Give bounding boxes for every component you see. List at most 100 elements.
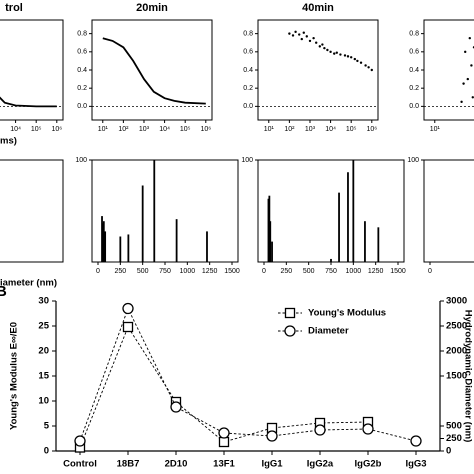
legend-marker: [284, 325, 296, 337]
y-tick-label: 10: [38, 396, 49, 407]
data-point: [339, 53, 342, 56]
y-tick-label: 0.6: [409, 49, 419, 56]
y-tick-label: 100: [407, 157, 419, 164]
bar: [119, 236, 122, 262]
x-tick-label: 10³: [139, 126, 150, 133]
data-point: [362, 423, 374, 435]
y2-tick-label: 0: [446, 446, 451, 457]
panel-title: 40min: [302, 2, 334, 14]
y-tick-label: 100: [241, 157, 253, 164]
legend-marker: [284, 307, 296, 319]
x-tick-label: 1500: [390, 268, 406, 275]
x-tick-label: 10⁴: [159, 126, 170, 133]
y-tick-label: 0.4: [77, 67, 87, 74]
x-tick-label: 10²: [284, 126, 295, 133]
bar: [347, 172, 349, 262]
plot-frame: [0, 19, 64, 121]
data-point: [170, 401, 182, 413]
y-tick-label: 0.0: [77, 103, 87, 110]
data-point: [466, 77, 469, 81]
data-point: [462, 82, 465, 85]
data-point: [300, 37, 303, 41]
y2-tick-label: 250: [446, 433, 462, 444]
x-tick-label: 10³: [305, 126, 316, 133]
bar: [153, 160, 156, 262]
bar: [269, 221, 272, 262]
x-tick-label: 10¹: [430, 126, 441, 133]
bar: [352, 160, 355, 262]
x-axis-label: iameter (nm): [0, 278, 57, 289]
data-point: [353, 57, 357, 61]
data-point: [356, 59, 359, 63]
data-point: [464, 50, 467, 54]
data-point: [314, 41, 318, 44]
x-tick-label: 0: [96, 268, 100, 275]
x-tick-label: 2D10: [165, 459, 188, 470]
x-tick-label: 1250: [202, 268, 218, 275]
x-tick-label: 250: [114, 268, 126, 275]
plot-frame: [423, 19, 474, 121]
x-tick-label: 1500: [224, 268, 240, 275]
data-point: [346, 55, 350, 58]
data-point: [370, 68, 373, 72]
series-line: [79, 307, 417, 442]
data-point: [468, 36, 471, 40]
data-point: [294, 30, 297, 34]
data-point: [288, 32, 291, 35]
data-point: [122, 302, 134, 315]
data-point: [329, 50, 332, 54]
data-point: [323, 46, 326, 50]
x-tick-label: IgG1: [261, 459, 283, 470]
data-point: [471, 96, 474, 99]
y2-axis-label: Hydrodynamic Diameter (nm): [462, 310, 473, 443]
x-tick-label: 10⁶: [51, 126, 62, 133]
data-point: [470, 64, 473, 67]
x-tick-label: 1000: [180, 268, 196, 275]
data-point: [302, 31, 305, 34]
plot-frame: [423, 159, 474, 263]
bar: [330, 258, 332, 262]
x-tick-label: 1000: [346, 268, 362, 275]
bar: [338, 192, 340, 262]
data-point: [305, 35, 308, 38]
data-line: [102, 37, 206, 105]
legend-label: Young's Modulus: [308, 308, 386, 319]
y-tick-label: 0.0: [243, 103, 253, 110]
x-tick-label: 750: [159, 268, 171, 275]
y-tick-label: 15: [38, 371, 49, 382]
x-tick-label: 500: [137, 268, 149, 275]
bar: [127, 234, 130, 262]
data-point: [367, 66, 370, 69]
data-point: [308, 39, 312, 43]
legend-label: Diameter: [308, 326, 349, 337]
bar: [271, 241, 273, 262]
x-tick-label: 0: [428, 268, 432, 275]
x-tick-label: 0: [262, 268, 266, 275]
panel-label: B: [0, 283, 7, 300]
y-tick-label: 0.2: [409, 85, 419, 92]
data-point: [321, 43, 324, 46]
plot-frame: [257, 159, 405, 263]
x-tick-label: 750: [325, 268, 337, 275]
x-tick-label: 10⁶: [200, 126, 211, 133]
data-point: [335, 51, 338, 54]
data-point: [349, 56, 353, 59]
x-axis-label: ms): [0, 136, 17, 147]
y2-tick-label: 1500: [446, 371, 467, 382]
y2-tick-label: 3000: [446, 296, 467, 307]
x-tick-label: 10¹: [98, 126, 109, 133]
plot-frame: [0, 159, 64, 263]
y-tick-label: 0.4: [409, 67, 419, 74]
data-point: [312, 36, 315, 40]
x-tick-label: 10²: [118, 126, 129, 133]
x-tick-label: IgG3: [405, 459, 426, 470]
data-point: [218, 436, 230, 448]
data-point: [122, 321, 134, 333]
data-line: [0, 96, 57, 108]
y-tick-label: 0.6: [243, 49, 253, 56]
x-tick-label: 10⁴: [325, 126, 336, 133]
bar: [104, 231, 107, 262]
plot-frame: [91, 19, 213, 121]
panel-title: trol: [5, 2, 23, 14]
